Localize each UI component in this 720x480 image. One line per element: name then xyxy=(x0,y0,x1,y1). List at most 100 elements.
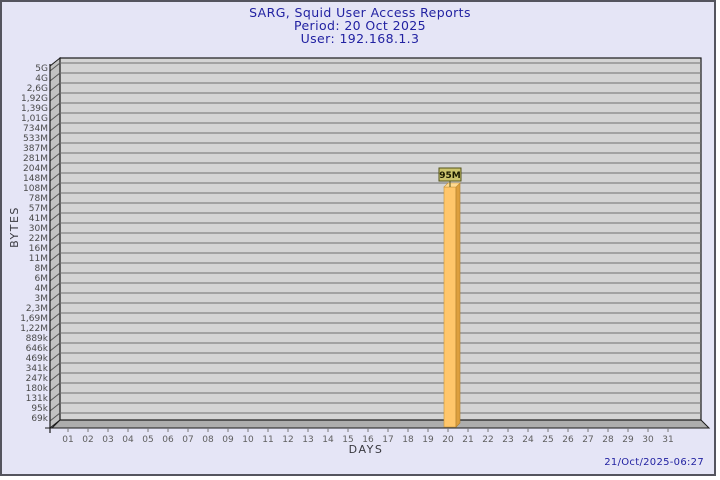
y-tick-label: 889k xyxy=(26,334,49,344)
bar-front-face xyxy=(443,186,457,428)
y-tick-label: 41M xyxy=(29,214,48,224)
gridline-wall-segment xyxy=(49,92,61,102)
y-tick-label: 387M xyxy=(23,144,48,154)
gridline-wall-segment xyxy=(49,182,61,192)
x-tick-label: 21 xyxy=(462,435,473,445)
x-tick-label: 25 xyxy=(542,435,553,445)
x-tick-label: 27 xyxy=(582,435,593,445)
chart-period: Period: 20 Oct 2025 xyxy=(293,18,427,33)
chart-left-wall xyxy=(49,56,61,430)
x-tick-label: 15 xyxy=(342,435,353,445)
x-tick-label: 30 xyxy=(642,435,654,445)
gridline-wall-segment xyxy=(49,162,61,172)
plot-area xyxy=(59,57,702,421)
x-tick-label: 14 xyxy=(322,435,334,445)
gridline-wall-segment xyxy=(49,142,61,152)
chart-user: User: 192.168.1.3 xyxy=(300,31,420,46)
x-tick-label: 13 xyxy=(302,435,313,445)
y-tick-label: 1,22M xyxy=(20,324,48,334)
chart-header: SARG, Squid User Access Reports Period: … xyxy=(2,5,714,46)
x-tick-label: 07 xyxy=(182,435,193,445)
gridline-wall-segment xyxy=(49,112,61,122)
gridline-wall-segment xyxy=(49,392,61,402)
bar-value-label: 95M xyxy=(439,171,461,181)
gridline-wall-segment xyxy=(49,412,61,422)
y-tick-label: 4M xyxy=(35,284,49,294)
y-tick-label: 734M xyxy=(23,124,48,134)
gridline-wall-segment xyxy=(49,302,61,312)
x-tick-label: 24 xyxy=(522,435,534,445)
gridline-wall-segment xyxy=(49,152,61,162)
gridline-wall-segment xyxy=(49,102,61,112)
y-tick-label: 95k xyxy=(31,404,48,414)
gridline-wall-segment xyxy=(49,62,61,72)
y-tick-label: 3M xyxy=(35,294,49,304)
y-tick-label: 2,3M xyxy=(26,304,48,314)
x-tick-label: 12 xyxy=(282,435,293,445)
y-tick-label: 8M xyxy=(35,264,49,274)
y-tick-label: 22M xyxy=(29,234,48,244)
x-tick-label: 09 xyxy=(222,435,234,445)
y-tick-label: 1,69M xyxy=(20,314,48,324)
y-axis-title: BYTES xyxy=(8,206,21,248)
y-tick-label: 6M xyxy=(35,274,49,284)
bar-value-label-box xyxy=(438,167,462,182)
bar-side-face xyxy=(455,182,461,428)
gridline-wall-segment xyxy=(49,342,61,352)
gridline-wall-segment xyxy=(49,232,61,242)
gridline-wall-segment xyxy=(49,132,61,142)
gridline-wall-segment xyxy=(49,212,61,222)
gridline-wall-segment xyxy=(49,362,61,372)
gridline-wall-segment xyxy=(49,312,61,322)
gridline-wall-segment xyxy=(49,292,61,302)
x-tick-label: 06 xyxy=(162,435,174,445)
y-tick-label: 1,92G xyxy=(21,94,48,104)
y-tick-label: 646k xyxy=(26,344,49,354)
x-tick-label: 03 xyxy=(102,435,113,445)
x-tick-label: 08 xyxy=(202,435,214,445)
y-tick-label: 57M xyxy=(29,204,48,214)
gridline-wall-segment xyxy=(49,402,61,412)
x-tick-label: 31 xyxy=(662,435,673,445)
x-tick-label: 11 xyxy=(262,435,273,445)
gridline-wall-segment xyxy=(49,202,61,212)
x-tick-label: 10 xyxy=(242,435,254,445)
x-tick-label: 05 xyxy=(142,435,153,445)
gridline-wall-segment xyxy=(49,332,61,342)
y-tick-label: 341k xyxy=(26,364,49,374)
x-tick-label: 18 xyxy=(402,435,414,445)
y-tick-label: 1,01G xyxy=(21,114,48,124)
y-tick-label: 16M xyxy=(29,244,48,254)
y-tick-label: 69k xyxy=(31,414,48,424)
gridline-wall-segment xyxy=(49,352,61,362)
y-tick-label: 148M xyxy=(23,174,48,184)
gridline-wall-segment xyxy=(49,82,61,92)
y-tick-label: 108M xyxy=(23,184,48,194)
x-tick-label: 20 xyxy=(442,435,454,445)
gridline-wall-segment xyxy=(49,372,61,382)
gridline-wall-segment xyxy=(49,122,61,132)
gridline-wall-segment xyxy=(49,172,61,182)
gridline-wall-segment xyxy=(49,262,61,272)
x-tick-label: 22 xyxy=(482,435,493,445)
y-tick-label: 131k xyxy=(26,394,49,404)
x-tick-label: 02 xyxy=(82,435,93,445)
chart-title: SARG, Squid User Access Reports xyxy=(249,5,471,20)
x-tick-label: 04 xyxy=(122,435,134,445)
x-tick-label: 23 xyxy=(502,435,513,445)
gridline-wall-segment xyxy=(49,382,61,392)
y-tick-label: 11M xyxy=(29,254,48,264)
x-tick-label: 16 xyxy=(362,435,374,445)
y-tick-label: 247k xyxy=(26,374,49,384)
gridline-wall-segment xyxy=(49,252,61,262)
bar-top-face xyxy=(443,182,461,188)
y-tick-label: 4G xyxy=(35,74,48,84)
gridline-wall-segment xyxy=(49,322,61,332)
y-tick-label: 204M xyxy=(23,164,48,174)
gridline-wall-segment xyxy=(49,282,61,292)
y-tick-label: 1,39G xyxy=(21,104,48,114)
y-tick-label: 30M xyxy=(29,224,48,234)
gridline-wall-segment xyxy=(49,242,61,252)
y-tick-label: 180k xyxy=(26,384,49,394)
